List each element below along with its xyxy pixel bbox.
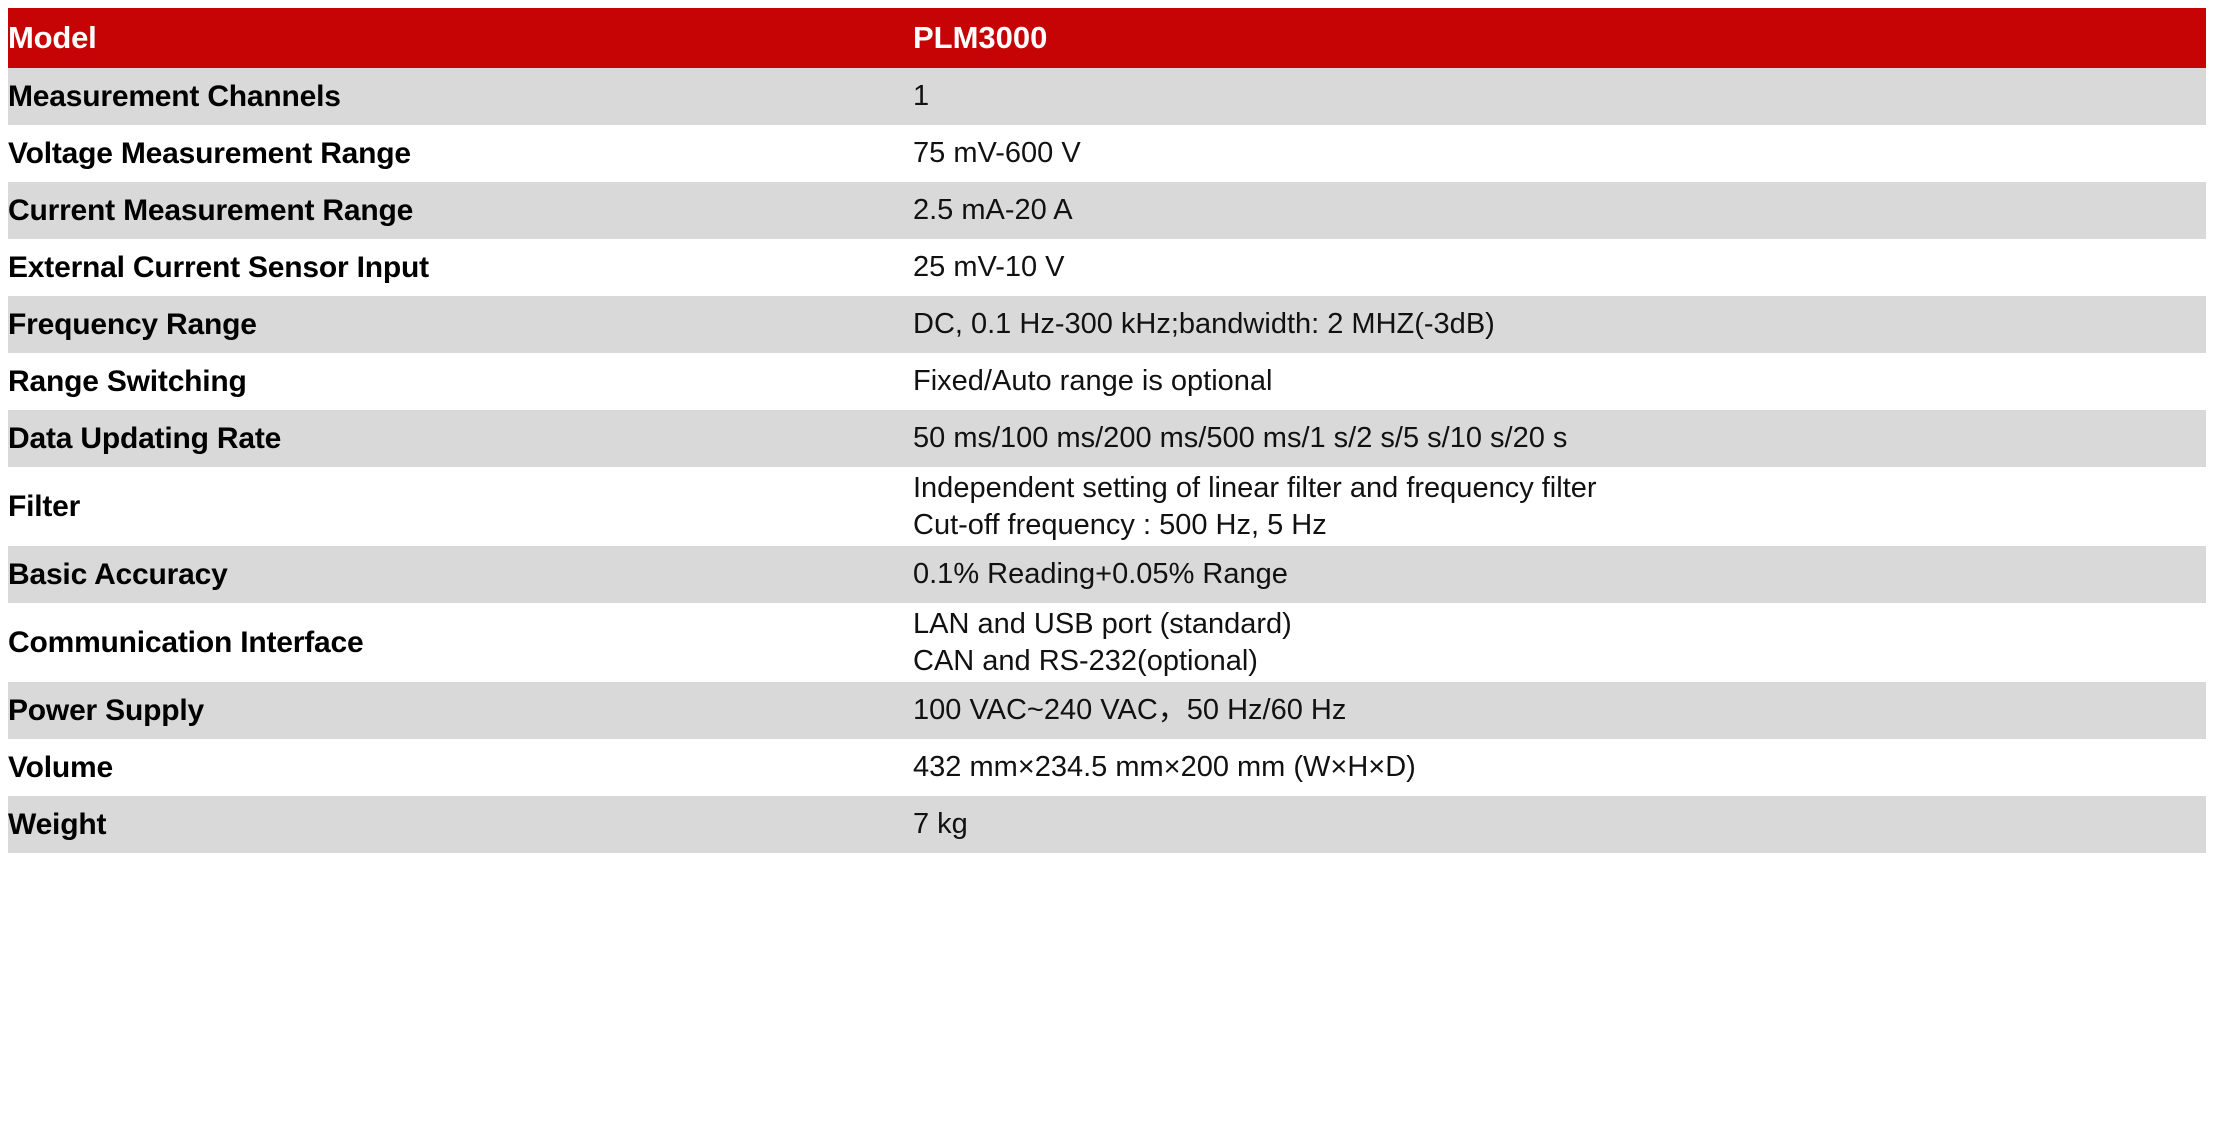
row-value-line: 1 xyxy=(913,80,930,113)
row-value: Independent setting of linear filter and… xyxy=(913,467,2206,546)
table-row: Basic Accuracy 0.1% Reading+0.05% Range xyxy=(8,546,2206,603)
table-row: Voltage Measurement Range 75 mV-600 V xyxy=(8,125,2206,182)
row-label: Weight xyxy=(8,796,913,853)
row-value-line: 100 VAC~240 VAC，50 Hz/60 Hz xyxy=(913,694,1347,727)
row-value: 100 VAC~240 VAC，50 Hz/60 Hz xyxy=(913,682,2206,739)
row-value-line: Independent setting of linear filter and… xyxy=(913,471,1597,504)
row-label: Range Switching xyxy=(8,353,913,410)
table-row: Current Measurement Range 2.5 mA-20 A xyxy=(8,182,2206,239)
table-row: External Current Sensor Input 25 mV-10 V xyxy=(8,239,2206,296)
row-value: 1 xyxy=(913,68,2206,125)
row-value: 2.5 mA-20 A xyxy=(913,182,2206,239)
table-row: Weight 7 kg xyxy=(8,796,2206,853)
row-label: Volume xyxy=(8,739,913,796)
row-value-line: 50 ms/100 ms/200 ms/500 ms/1 s/2 s/5 s/1… xyxy=(913,422,1568,455)
table-row: Range Switching Fixed/Auto range is optio… xyxy=(8,353,2206,410)
row-value: 75 mV-600 V xyxy=(913,125,2206,182)
row-value-line: 7 kg xyxy=(913,808,968,841)
header-label-model: Model xyxy=(8,8,913,68)
row-value: Fixed/Auto range is optional xyxy=(913,353,2206,410)
row-value-line: CAN and RS-232(optional) xyxy=(913,644,1258,677)
row-label: Data Updating Rate xyxy=(8,410,913,467)
row-value-line: DC, 0.1 Hz-300 kHz;bandwidth: 2 MHZ(-3dB… xyxy=(913,308,1495,341)
row-value: 7 kg xyxy=(913,796,2206,853)
row-label: Current Measurement Range xyxy=(8,182,913,239)
table-row: Communication Interface LAN and USB port … xyxy=(8,603,2206,682)
row-value-line: 0.1% Reading+0.05% Range xyxy=(913,558,1288,591)
table-row: Filter Independent setting of linear filt… xyxy=(8,467,2206,546)
row-value-line: Cut-off frequency : 500 Hz, 5 Hz xyxy=(913,508,1327,541)
row-label: Basic Accuracy xyxy=(8,546,913,603)
table-header-row: Model PLM3000 xyxy=(8,8,2206,68)
table-row: Data Updating Rate 50 ms/100 ms/200 ms/50… xyxy=(8,410,2206,467)
row-value: LAN and USB port (standard) CAN and RS-23… xyxy=(913,603,2206,682)
specification-table: Model PLM3000 Measurement Channels 1 Volta… xyxy=(8,8,2206,853)
row-value-line: 432 mm×234.5 mm×200 mm (W×H×D) xyxy=(913,751,1416,784)
row-value: 25 mV-10 V xyxy=(913,239,2206,296)
row-value-line: 2.5 mA-20 A xyxy=(913,194,1073,227)
row-value-line: 25 mV-10 V xyxy=(913,251,1065,284)
row-value: 50 ms/100 ms/200 ms/500 ms/1 s/2 s/5 s/1… xyxy=(913,410,2206,467)
table-row: Frequency Range DC, 0.1 Hz-300 kHz;bandwi… xyxy=(8,296,2206,353)
row-label: Measurement Channels xyxy=(8,68,913,125)
row-value-line: Fixed/Auto range is optional xyxy=(913,365,1273,398)
row-label: Power Supply xyxy=(8,682,913,739)
row-value: 432 mm×234.5 mm×200 mm (W×H×D) xyxy=(913,739,2206,796)
row-label: Voltage Measurement Range xyxy=(8,125,913,182)
table-row: Power Supply 100 VAC~240 VAC，50 Hz/60 Hz xyxy=(8,682,2206,739)
row-label: External Current Sensor Input xyxy=(8,239,913,296)
row-value: 0.1% Reading+0.05% Range xyxy=(913,546,2206,603)
row-value-line: LAN and USB port (standard) xyxy=(913,607,1292,640)
row-label: Filter xyxy=(8,467,913,546)
specification-table-body: Model PLM3000 Measurement Channels 1 Volta… xyxy=(8,8,2206,853)
table-row: Measurement Channels 1 xyxy=(8,68,2206,125)
row-value: DC, 0.1 Hz-300 kHz;bandwidth: 2 MHZ(-3dB… xyxy=(913,296,2206,353)
row-value-line: 75 mV-600 V xyxy=(913,137,1081,170)
row-label: Frequency Range xyxy=(8,296,913,353)
header-value-model: PLM3000 xyxy=(913,8,2206,68)
row-label: Communication Interface xyxy=(8,603,913,682)
table-row: Volume 432 mm×234.5 mm×200 mm (W×H×D) xyxy=(8,739,2206,796)
